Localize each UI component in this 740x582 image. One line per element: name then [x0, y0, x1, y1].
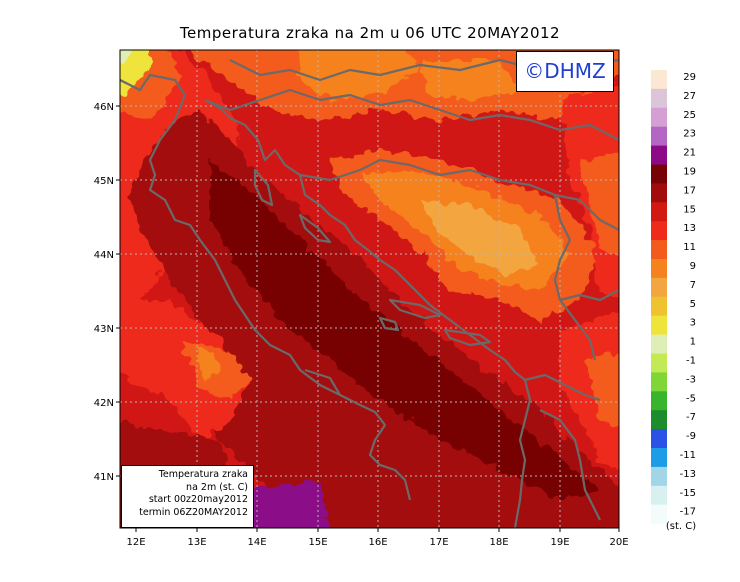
legend-swatch [651, 504, 667, 524]
legend-unit: (st. C) [666, 521, 696, 532]
legend-label: 13 [683, 223, 696, 234]
legend-label: 27 [683, 91, 696, 102]
legend-swatch [651, 259, 667, 279]
legend-label: 15 [683, 204, 696, 215]
map-frame [119, 49, 620, 529]
coastlines [120, 58, 619, 528]
map-title: Temperatura zraka na 2m u 06 UTC 20MAY20… [179, 24, 561, 42]
legend-swatch [651, 372, 667, 392]
legend-label: -3 [686, 374, 696, 385]
lat-label: 41N [94, 472, 114, 483]
legend-swatch [651, 296, 667, 317]
lon-label: 18E [489, 537, 508, 548]
legend-label: 23 [683, 129, 696, 140]
legend-label: -17 [680, 507, 696, 518]
lon-label: 14E [247, 537, 266, 548]
legend-swatch [651, 88, 667, 109]
legend-label: 25 [683, 110, 696, 121]
lat-label: 44N [94, 250, 114, 261]
legend-swatch [651, 70, 667, 90]
legend-swatch [651, 277, 667, 298]
legend-label: -15 [680, 488, 696, 499]
legend-swatch [651, 466, 667, 487]
lon-label: 19E [550, 537, 569, 548]
axis-ticks [116, 105, 620, 532]
legend-swatch [651, 353, 667, 373]
legend-swatch [651, 164, 667, 184]
legend-swatch [651, 334, 667, 354]
legend-label: -5 [686, 393, 696, 404]
lat-label: 45N [94, 176, 114, 187]
lon-label: 12E [126, 537, 145, 548]
legend-swatch [651, 202, 667, 222]
legend-label: 17 [683, 185, 696, 196]
graticule [120, 50, 619, 528]
legend-label: 21 [683, 148, 696, 159]
lon-label: 16E [368, 537, 387, 548]
legend-label: -9 [686, 431, 696, 442]
legend-label: 9 [690, 261, 696, 272]
lon-label: 17E [429, 537, 448, 548]
legend-label: -7 [686, 412, 696, 423]
lon-label: 13E [187, 537, 206, 548]
legend-label: 5 [690, 299, 696, 310]
info-box: Temperatura zraka na 2m (st. C) start 00… [121, 465, 254, 528]
lat-label: 46N [94, 102, 114, 113]
legend-swatch [651, 448, 667, 468]
info-line: start 00z20may2012 [148, 494, 248, 505]
legend-label: -1 [686, 356, 696, 367]
legend-label: 3 [690, 318, 696, 329]
legend-swatch [651, 410, 667, 430]
legend-label: 7 [690, 280, 696, 291]
legend-swatch [651, 183, 667, 203]
info-line: Temperatura zraka [158, 469, 248, 480]
legend-label: 19 [683, 167, 696, 178]
legend-label: 1 [690, 337, 696, 348]
info-line: termin 06Z20MAY2012 [139, 506, 248, 518]
legend-swatch [651, 240, 667, 260]
lon-label: 15E [308, 537, 327, 548]
legend-swatch [651, 485, 667, 506]
legend-swatch [651, 315, 667, 335]
legend-swatch [651, 145, 667, 165]
legend-label: -13 [680, 469, 696, 480]
legend-swatch [651, 429, 667, 449]
legend-label: 29 [683, 72, 696, 83]
legend-swatch [651, 221, 667, 241]
legend-label: -11 [680, 450, 696, 461]
legend-swatch [651, 107, 667, 128]
legend-swatch [651, 126, 667, 146]
lat-label: 43N [94, 324, 114, 335]
legend-label: 11 [683, 242, 696, 253]
temperature-field [120, 50, 619, 528]
legend-swatch [651, 391, 667, 411]
lat-label: 42N [94, 398, 114, 409]
dhmz-logo: ©DHMZ [516, 51, 614, 92]
color-legend: 29 27 25 23 21 19 17 15 13 11 9 7 5 3 1 -1 -3 -5 -7 -9 -11 -1… [651, 70, 696, 524]
lon-label: 20E [609, 537, 628, 548]
info-line: na 2m (st. C) [186, 481, 248, 493]
